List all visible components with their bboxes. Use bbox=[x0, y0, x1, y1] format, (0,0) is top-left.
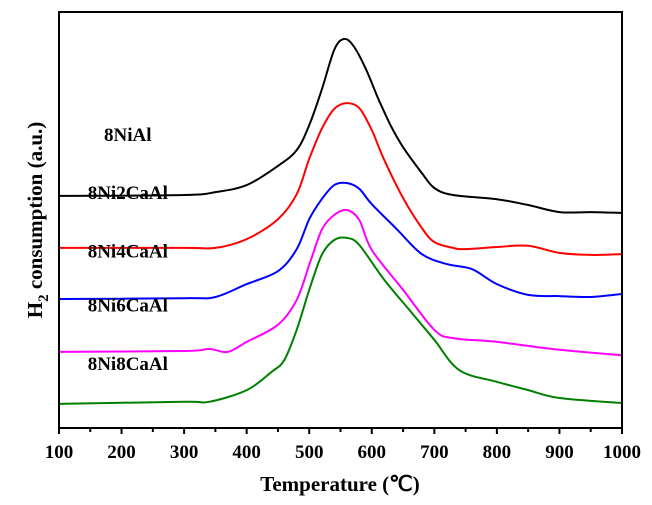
x-tick-label: 100 bbox=[45, 442, 74, 463]
x-tick-label: 500 bbox=[295, 442, 324, 463]
series-layer bbox=[58, 37, 623, 405]
series-line-8ni8caal bbox=[58, 236, 623, 405]
y-axis-title-subscript: 2 bbox=[36, 294, 52, 302]
x-tick-label: 800 bbox=[483, 442, 512, 463]
series-label-8ni4caal: 8Ni4CaAl bbox=[88, 241, 168, 262]
series-line-8ni2caal bbox=[59, 102, 623, 256]
series-line-8ni6caal bbox=[58, 208, 623, 357]
x-ticks-layer: 100 200 300 400 500 600 700 800 900 1000 bbox=[45, 428, 641, 463]
series-label-8nial: 8NiAl bbox=[104, 125, 152, 146]
series-labels-layer: 8NiAl 8Ni2CaAl 8Ni4CaAl 8Ni6CaAl 8Ni8CaAl bbox=[88, 125, 168, 375]
y-axis-title-rest: consumption (a.u.) bbox=[23, 122, 47, 295]
series-line-8ni4caal bbox=[58, 181, 623, 300]
x-axis-title: Temperature (℃) bbox=[260, 472, 419, 496]
x-tick-label: 1000 bbox=[603, 442, 641, 463]
x-tick-label: 600 bbox=[358, 442, 387, 463]
series-label-8ni2caal: 8Ni2CaAl bbox=[88, 183, 168, 204]
series-label-8ni8caal: 8Ni8CaAl bbox=[88, 354, 168, 375]
x-tick-label: 300 bbox=[170, 442, 199, 463]
y-axis-title-main: H bbox=[23, 302, 47, 318]
series-label-8ni6caal: 8Ni6CaAl bbox=[88, 296, 168, 317]
x-tick-label: 700 bbox=[420, 442, 449, 463]
x-tick-label: 400 bbox=[232, 442, 261, 463]
y-axis-title: H2 consumption (a.u.) bbox=[23, 122, 52, 319]
x-tick-label: 200 bbox=[107, 442, 136, 463]
series-line-8nial bbox=[58, 37, 623, 214]
x-tick-label: 900 bbox=[545, 442, 574, 463]
